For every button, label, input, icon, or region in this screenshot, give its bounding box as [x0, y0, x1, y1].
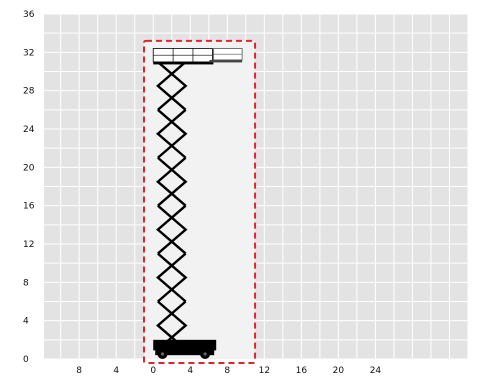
- scissor-arm-left: [157, 204, 188, 255]
- wheel-hub: [203, 352, 207, 356]
- scissor-arm-right: [156, 252, 187, 303]
- y-tick-label: 12: [23, 240, 34, 250]
- x-tick-label: 8: [76, 366, 82, 376]
- y-tick-label: 16: [23, 202, 35, 212]
- chassis-top: [153, 339, 217, 351]
- y-tick-label: 4: [23, 317, 29, 327]
- x-tick-label: 8: [224, 366, 230, 376]
- chassis-body: [155, 348, 215, 356]
- y-tick-label: 0: [23, 355, 29, 365]
- x-tick-label: 12: [259, 366, 270, 376]
- x-tick-label: 0: [150, 366, 156, 376]
- x-tick-label: 4: [187, 366, 193, 376]
- scissor-arm-right: [156, 204, 187, 255]
- wheel-hub: [160, 352, 165, 356]
- x-tick-label: 16: [296, 366, 308, 376]
- y-tick-label: 28: [23, 87, 35, 97]
- scissor-arm-left: [157, 61, 188, 111]
- working-envelope-border: [142, 39, 257, 364]
- y-tick-label: 24: [23, 125, 35, 135]
- scissor-arm-right: [156, 156, 187, 207]
- x-tick-label: 20: [333, 366, 345, 376]
- x-axis-tick-labels: 8 4 0 4 8 12 16 20 24: [76, 366, 381, 376]
- x-tick-label: 4: [113, 366, 119, 376]
- x-tick-label: 24: [370, 366, 382, 376]
- scissor-arm-left: [157, 252, 188, 303]
- y-tick-label: 36: [23, 10, 35, 20]
- scissor-lift: [152, 48, 243, 359]
- y-axis-tick-labels: 0 4 8 12 16 20 24 28 32 36: [23, 10, 35, 365]
- y-tick-label: 20: [23, 163, 35, 173]
- scissor-arm-left: [157, 156, 188, 207]
- scissor-arm-left: [157, 108, 188, 159]
- y-tick-label: 8: [23, 278, 29, 288]
- platform-deck: [153, 60, 214, 65]
- extension-deck: [209, 59, 243, 63]
- scissor-arm-right: [156, 61, 187, 111]
- y-tick-label: 32: [23, 48, 34, 58]
- scissor-arm-right: [156, 108, 187, 159]
